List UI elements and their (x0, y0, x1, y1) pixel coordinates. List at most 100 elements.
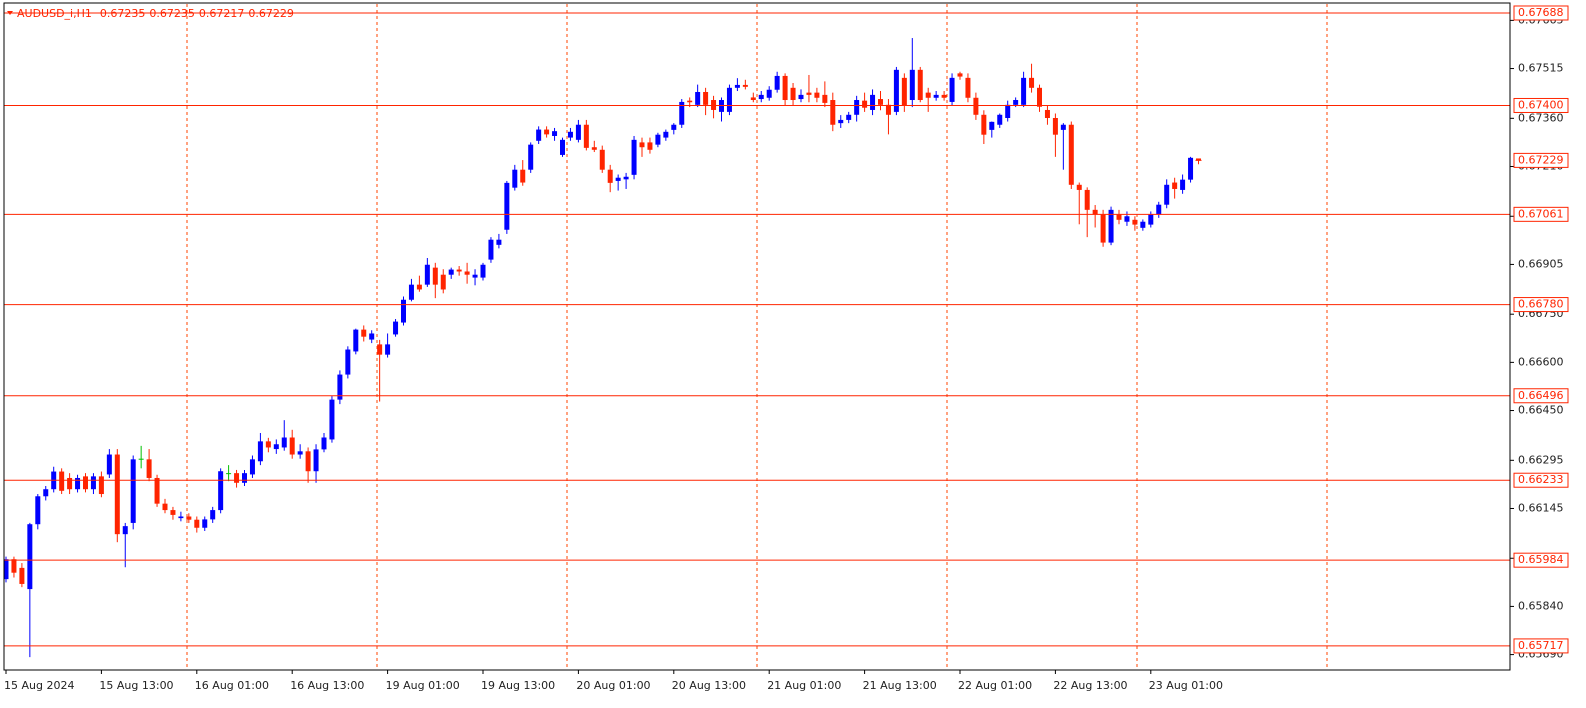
candle-body (1100, 214, 1106, 243)
y-tick-label: 0.66905 (1518, 257, 1564, 270)
level-label-box (1513, 472, 1569, 488)
candle-body (401, 299, 406, 323)
candle-body (472, 274, 478, 278)
level-label: 0.66780 (1518, 298, 1564, 311)
candle-body (289, 437, 295, 455)
candle-body (98, 476, 104, 495)
candle-body (377, 344, 383, 355)
candle-body (249, 459, 255, 475)
candle-body (321, 437, 327, 450)
candle-body (337, 374, 343, 400)
candle-body (567, 131, 573, 138)
x-tick-label: 21 Aug 13:00 (863, 679, 937, 692)
candle-body (1076, 184, 1082, 190)
candle-body (591, 147, 597, 150)
candle-body (671, 124, 677, 130)
level-label: 0.67688 (1518, 6, 1564, 19)
price-label-box (1513, 152, 1569, 168)
y-tick-label: 0.65840 (1518, 599, 1564, 612)
level-label: 0.67400 (1518, 98, 1564, 111)
candle-body (234, 473, 240, 483)
candle-body (814, 92, 820, 98)
candle-body (186, 516, 192, 520)
candle-body (1108, 209, 1114, 243)
x-tick-label: 22 Aug 01:00 (958, 679, 1032, 692)
candle-body (933, 94, 939, 98)
candle-body (941, 94, 947, 98)
high-value: 0.67235 (149, 7, 195, 20)
candle-body (703, 91, 709, 105)
candle-body (1068, 124, 1074, 185)
candle-body (575, 124, 581, 140)
candle-body (878, 99, 883, 105)
candle-body (1060, 124, 1066, 130)
candle-body (870, 94, 876, 110)
candle-body (989, 121, 995, 130)
candle-body (154, 477, 160, 504)
candle-body (520, 169, 526, 183)
candle-body (583, 124, 589, 148)
candle-body (35, 496, 41, 525)
y-tick-label: 0.66295 (1518, 453, 1564, 466)
candle-body (798, 94, 804, 100)
x-tick-label: 19 Aug 13:00 (481, 679, 555, 692)
candle-body (1132, 219, 1138, 225)
level-label: 0.65984 (1518, 553, 1564, 566)
x-tick-label: 19 Aug 01:00 (386, 679, 460, 692)
candle-body (178, 516, 184, 519)
candle-body (830, 100, 836, 125)
candle-body (3, 559, 9, 580)
candle-body (1180, 179, 1186, 190)
candle-body (1148, 214, 1154, 225)
candle-body (19, 567, 25, 584)
candle-body (114, 454, 120, 535)
candle-body (909, 69, 915, 101)
plot-frame (3, 2, 1511, 671)
candle-body (496, 239, 502, 245)
candle-body (536, 129, 542, 141)
y-tick-label: 0.66600 (1518, 355, 1564, 368)
candle-body (862, 100, 868, 108)
level-label-box (1513, 388, 1569, 404)
candle-body (488, 239, 494, 260)
candle-body (695, 91, 701, 105)
candle-body (1029, 77, 1035, 88)
candle-body (1044, 109, 1050, 118)
header-icon (7, 11, 13, 15)
candle-body (639, 142, 645, 148)
candle-body (560, 139, 565, 155)
candle-body (242, 473, 247, 483)
candle-body (893, 69, 899, 112)
x-tick-label: 15 Aug 2024 (4, 679, 74, 692)
candle-body (997, 114, 1003, 125)
candle-body (83, 476, 88, 490)
x-tick-label: 23 Aug 01:00 (1149, 679, 1223, 692)
axes: 0.676650.675150.673600.672100.670550.669… (3, 2, 1569, 692)
candle-body (647, 142, 653, 150)
separators (186, 4, 1328, 670)
candle-body (202, 519, 208, 528)
level-label-box (1513, 638, 1569, 654)
candle-body (758, 94, 764, 100)
candle-body (901, 77, 907, 106)
candle-body (1084, 189, 1090, 210)
candle-body (385, 344, 391, 355)
candle-body (393, 321, 399, 335)
candle-body (742, 84, 748, 87)
candle-body (329, 399, 335, 440)
candle-body (838, 119, 844, 124)
candle-body (599, 149, 605, 170)
candle-body (361, 329, 367, 337)
candle-body (774, 75, 780, 90)
candle-body (265, 441, 271, 448)
candle-body (75, 477, 81, 490)
candle-body (806, 92, 812, 95)
candle-body (1092, 209, 1098, 215)
candle-body (1140, 221, 1146, 228)
candle-body (369, 333, 375, 340)
candle-body (210, 510, 216, 520)
candle-body (504, 182, 510, 230)
candle-body (480, 264, 486, 278)
level-label-box (1513, 206, 1569, 222)
